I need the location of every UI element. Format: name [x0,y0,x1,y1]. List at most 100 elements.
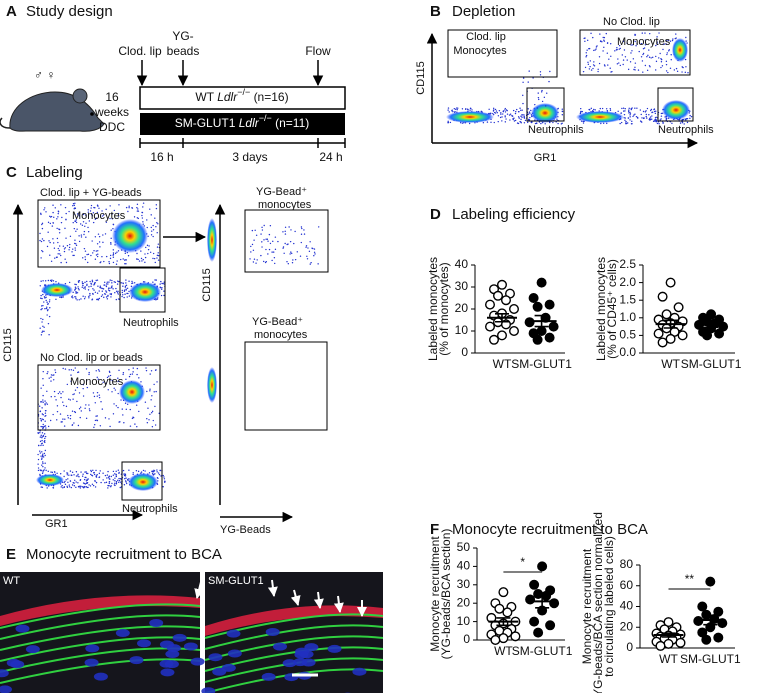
cell-dot [99,285,102,287]
data-point [529,616,540,627]
y-tick-label: 20 [455,301,469,315]
cell-dot [72,297,74,299]
cell-dot [142,221,144,223]
cell-dot [616,63,619,65]
cell-dot [251,243,254,246]
cell-dot [55,399,57,401]
cell-dot [602,122,605,125]
cell-dot [87,478,89,480]
cell-dot [68,474,70,476]
cell-dot [76,213,79,215]
cell-dot [136,252,138,255]
cell-dot [451,110,453,112]
cell-dot [47,221,50,224]
cell-dot [96,298,98,301]
cell-dot [73,482,75,484]
cell-dot [519,107,521,109]
cell-dot [157,472,160,474]
cell-dot [251,229,254,232]
cell-dot [118,280,120,283]
cell-dot [526,121,529,124]
y-axis-label: (YG-beads/BCA section) [439,529,453,660]
cell-dot [532,77,534,79]
cell-dot [153,391,155,393]
cell-dot [75,298,77,300]
cell-dot [585,54,588,57]
cell-dot [49,419,52,422]
cell-dot [42,250,44,253]
cell-dot [103,281,106,283]
cell-dot [44,400,46,402]
cell-dot [504,116,506,118]
cell-dot [622,40,625,42]
cell-dot [261,241,263,243]
cell-dot [113,403,115,405]
cell-dot [254,229,256,232]
cell-dot [146,244,149,247]
cell-dot [69,470,72,472]
cell-dot [305,245,308,247]
interval-label: 16 h [150,150,173,164]
cell-dot [630,52,632,54]
cell-dot [96,419,98,421]
cell-dot [623,110,625,112]
cell-dot [109,257,112,260]
data-point [701,634,712,645]
cell-dot [63,250,66,253]
cell-dot [117,293,120,295]
cell-dot [91,299,93,301]
cell-dot [138,260,141,262]
cell-dot [121,408,123,410]
cell-dot [73,485,76,487]
cell-dot [622,107,625,109]
cell-dot [43,469,45,471]
cell-dot [501,116,503,118]
cell-dot [469,109,471,111]
cell-dot [156,469,158,471]
cell-dot [73,393,75,395]
cell-dot [48,377,50,379]
cell-dot [71,295,74,297]
cell-dot [309,241,311,243]
cell-dot [57,216,59,218]
y-axis-label: Labeled monocytes [426,257,440,361]
data-point [485,321,496,332]
cell-dot [95,415,97,417]
event-label: beads [167,44,200,58]
cell-dot [645,115,647,118]
gate-label: monocytes [254,329,308,341]
cell-dot [313,248,316,250]
cell-dot [125,289,127,291]
cell-dot [660,66,662,69]
cell-dot [650,57,652,59]
data-point [494,603,505,614]
cell-dot [317,263,319,265]
data-point [490,635,501,646]
cell-dot [660,115,663,117]
cell-dot [78,299,80,301]
cell-dot [60,261,62,264]
cell-dot [504,107,506,110]
cell-dot [133,282,136,284]
cell-dot [87,209,89,211]
cell-dot [42,399,44,401]
cell-dot [116,292,119,294]
gate-label: Monocytes [617,36,671,48]
cell-dot [39,410,42,412]
cell-dot [44,412,47,414]
cell-dot [106,477,108,479]
cell-dot [124,259,126,261]
axis-label: GR1 [534,152,557,164]
cell-dot [43,296,46,298]
cell-dot [47,371,49,373]
cell-dot [107,487,109,489]
cell-dot [40,297,42,299]
cell-dot [108,281,110,283]
cell-dot [41,297,43,300]
cell-dot [136,373,138,376]
cell-dot [52,280,55,282]
cell-dot [508,114,511,116]
cell-dot [146,422,149,424]
cell-dot [38,405,41,407]
cell-dot [505,118,507,120]
